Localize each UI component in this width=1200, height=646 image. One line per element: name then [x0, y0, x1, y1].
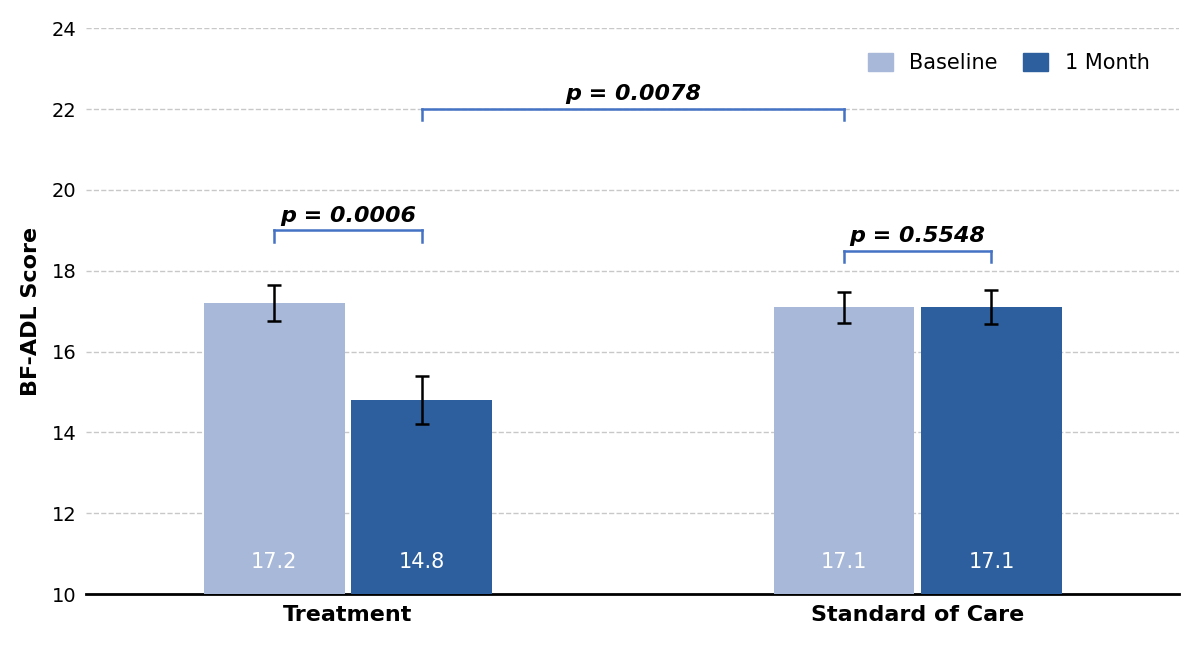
Text: p = 0.0006: p = 0.0006: [280, 205, 416, 225]
Text: 17.1: 17.1: [821, 552, 868, 572]
Legend: Baseline, 1 Month: Baseline, 1 Month: [859, 45, 1158, 81]
Bar: [352, 400, 492, 594]
Text: p = 0.5548: p = 0.5548: [850, 225, 985, 245]
Text: 17.2: 17.2: [251, 552, 298, 572]
Text: p = 0.0078: p = 0.0078: [565, 84, 701, 104]
Text: 14.8: 14.8: [398, 552, 445, 572]
Y-axis label: BF-ADL Score: BF-ADL Score: [20, 227, 41, 396]
Bar: [922, 307, 1062, 594]
Bar: [774, 307, 914, 594]
Text: 17.1: 17.1: [968, 552, 1015, 572]
Bar: [204, 303, 344, 594]
